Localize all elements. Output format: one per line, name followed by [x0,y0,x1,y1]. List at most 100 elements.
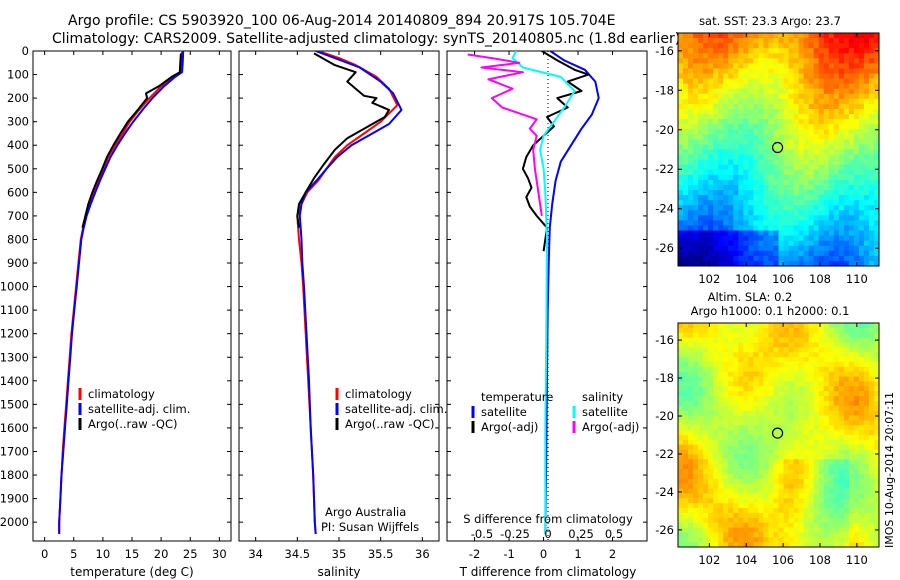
heatmap-cell [848,210,855,216]
heatmap-cell [818,483,825,490]
heatmap-cell [793,454,800,460]
heatmap-cell [693,425,699,431]
heatmap-cell [803,114,810,120]
heatmap-cell [798,371,805,378]
heatmap-cell [763,483,770,490]
heatmap-cell [763,205,770,211]
x-tick-label: 15 [125,547,140,561]
heatmap-cell [778,63,785,70]
heatmap-cell [808,134,815,140]
heatmap-cell [853,38,860,44]
heatmap-cell [803,391,810,397]
heatmap-cell [738,420,744,426]
heatmap-cell [733,43,739,49]
heatmap-cell [758,459,765,465]
heatmap-cell [713,73,719,80]
heatmap-cell [693,205,699,211]
heatmap-cell [758,200,765,206]
top-tick-label: -0.25 [500,527,530,541]
heatmap-cell [768,159,775,166]
heatmap-cell [873,230,879,237]
heatmap-cell [818,169,825,176]
heatmap-cell [693,68,699,75]
heatmap-cell [813,415,820,421]
heatmap-cell [853,352,860,358]
heatmap-cell [863,220,870,227]
heatmap-cell [683,58,689,64]
heatmap-cell [783,88,790,95]
heatmap-cell [848,88,855,95]
heatmap-cell [728,58,734,64]
y-tick-label: -18 [655,83,674,97]
heatmap-cell [788,478,795,485]
heatmap-cell [858,391,865,397]
heatmap-cell [773,169,780,176]
heatmap-cell [798,454,805,460]
heatmap-cell [723,337,729,344]
heatmap-cell [863,48,870,54]
heatmap-cell [723,357,729,363]
heatmap-cell [728,381,734,387]
heatmap-cell [783,83,790,90]
heatmap-cell [743,38,749,44]
heatmap-cell [838,220,845,227]
heatmap-cell [863,190,870,196]
heatmap-cell [783,483,790,490]
heatmap-cell [778,430,785,436]
heatmap-cell [748,542,754,547]
heatmap-cell [738,144,744,151]
heatmap-cell [803,43,810,49]
heatmap-cell [743,425,749,431]
heatmap-cell [823,464,830,470]
heatmap-cell [783,68,790,75]
heatmap-cell [718,139,724,146]
heatmap-cell [758,139,765,146]
heatmap-cell [748,93,754,100]
heatmap-cell [763,439,770,446]
heatmap-cell [758,503,765,509]
heatmap-cell [863,159,870,166]
heatmap-cell [828,129,835,135]
heatmap-cell [843,78,850,85]
heatmap-cell [833,532,840,538]
heatmap-cell [788,522,795,529]
heatmap-cell [783,469,790,475]
heatmap-cell [843,190,850,196]
heatmap-cell [753,73,760,80]
heatmap-cell [683,134,689,140]
heatmap-cell [838,93,845,100]
heatmap-cell [848,327,855,334]
heatmap-cell [838,473,845,480]
heatmap-cell [718,63,724,70]
heatmap-cell [753,386,760,392]
heatmap-cell [778,425,785,431]
heatmap-cell [828,250,835,257]
heatmap-cell [768,522,775,529]
heatmap-cell [718,332,724,339]
heatmap-cell [843,169,850,176]
heatmap-cell [743,83,749,90]
heatmap-cell [748,527,754,533]
heatmap-cell [718,473,724,480]
heatmap-cell [823,542,830,547]
heatmap-cell [683,103,689,110]
heatmap-cell [833,48,840,54]
heatmap-cell [693,139,699,146]
heatmap-cell [843,250,850,257]
heatmap-cell [678,532,684,538]
heatmap-cell [838,483,845,490]
heatmap-cell [813,459,820,465]
heatmap-cell [738,386,744,392]
heatmap-cell [688,144,694,151]
heatmap-cell [793,53,800,59]
heatmap-cell [743,184,749,191]
heatmap-cell [783,478,790,485]
heatmap-cell [688,478,694,485]
heatmap-cell [778,469,785,475]
heatmap-cell [793,522,800,529]
heatmap-cell [788,488,795,495]
heatmap-cell [858,357,865,363]
heatmap-cell [798,430,805,436]
heatmap-cell [743,149,749,156]
heatmap-cell [748,454,754,460]
